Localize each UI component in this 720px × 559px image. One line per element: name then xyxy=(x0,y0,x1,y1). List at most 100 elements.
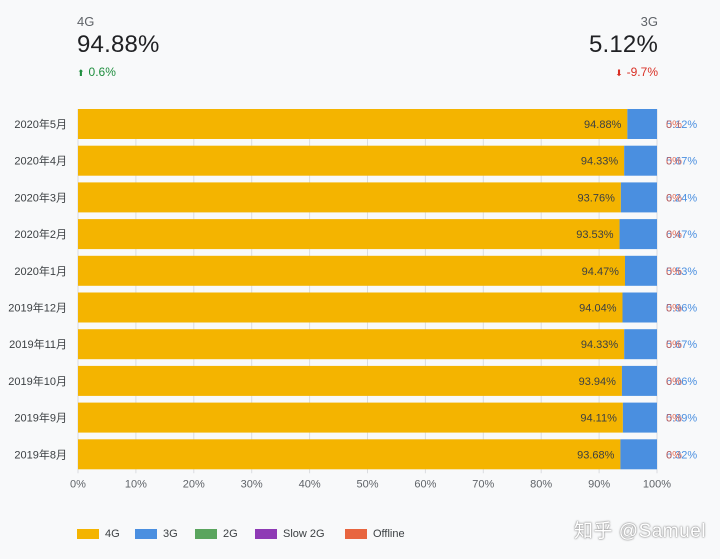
bar-segment-3g xyxy=(624,145,657,176)
x-tick-label: 40% xyxy=(299,478,321,490)
x-tick-label: 0% xyxy=(70,478,86,490)
bar-segment-4g xyxy=(78,109,628,139)
data-label-4g: 93.94% xyxy=(579,376,617,388)
data-label-3g: 5.12% xyxy=(666,119,697,131)
data-label-3g: 5.67% xyxy=(666,156,697,168)
bar-segment-4g xyxy=(78,145,625,176)
data-label-offline: 0% xyxy=(666,376,682,388)
y-category-label: 2019年12月 xyxy=(8,301,67,315)
y-category-label: 2019年11月 xyxy=(9,337,67,351)
legend-swatch xyxy=(255,529,277,539)
y-category-label: 2019年10月 xyxy=(8,374,67,388)
bar-segment-3g xyxy=(620,439,657,470)
bar-segment-4g xyxy=(78,439,621,470)
bar-segment-3g xyxy=(620,182,657,213)
bar-segment-3g xyxy=(624,329,657,360)
data-label-4g: 94.04% xyxy=(579,303,617,315)
data-label-offline: 0% xyxy=(666,229,682,241)
legend-swatch xyxy=(135,529,157,539)
legend-item-slow-2g[interactable]: Slow 2G xyxy=(255,528,345,540)
y-category-label: 2020年4月 xyxy=(14,154,67,168)
arrow-up-icon: ⬆ xyxy=(77,68,85,78)
x-tick-label: 100% xyxy=(643,478,671,490)
data-label-offline: 0% xyxy=(666,266,682,278)
bar-segment-4g xyxy=(78,329,625,360)
x-tick-label: 50% xyxy=(356,478,378,490)
summary-4g-delta: ⬆ 0.6% xyxy=(77,65,160,79)
chart-legend: 4G 3G 2G Slow 2G Offline xyxy=(77,528,415,540)
x-tick-label: 90% xyxy=(588,478,610,490)
legend-label: Slow 2G xyxy=(283,528,325,540)
arrow-down-icon: ⬇ xyxy=(615,68,623,78)
data-label-4g: 93.53% xyxy=(576,229,614,241)
bar-segment-3g xyxy=(627,109,657,139)
legend-label: 3G xyxy=(163,528,178,540)
bar-segment-3g xyxy=(622,292,657,323)
data-label-3g: 5.53% xyxy=(666,266,697,278)
legend-label: 2G xyxy=(223,528,238,540)
x-tick-label: 80% xyxy=(530,478,552,490)
summary-4g-delta-value: 0.6% xyxy=(88,65,116,79)
data-label-4g: 94.33% xyxy=(581,339,619,351)
legend-swatch xyxy=(77,529,99,539)
bar-segment-4g xyxy=(78,402,623,433)
y-category-label: 2019年8月 xyxy=(14,447,67,461)
summary-4g-label: 4G xyxy=(77,14,95,29)
bar-segment-3g xyxy=(619,219,657,250)
data-label-4g: 94.47% xyxy=(582,266,620,278)
x-tick-label: 70% xyxy=(472,478,494,490)
y-category-label: 2020年1月 xyxy=(14,264,67,278)
data-label-3g: 6.32% xyxy=(666,449,697,461)
bar-segment-3g xyxy=(624,255,657,286)
data-label-offline: 0% xyxy=(666,156,682,168)
summary-3g-label: 3G xyxy=(640,14,658,29)
summary-3g-delta-value: -9.7% xyxy=(626,65,658,79)
x-tick-label: 10% xyxy=(125,478,147,490)
data-label-4g: 93.68% xyxy=(577,449,615,461)
summary-4g: 4G 94.88% ⬆ 0.6% xyxy=(77,14,160,79)
data-label-offline: 0% xyxy=(666,449,682,461)
bar-segment-4g xyxy=(78,219,620,250)
data-label-offline: 0% xyxy=(666,303,682,315)
y-category-label: 2020年3月 xyxy=(14,190,67,204)
x-tick-label: 20% xyxy=(183,478,205,490)
data-label-3g: 6.24% xyxy=(666,192,697,204)
data-label-3g: 5.89% xyxy=(666,413,697,425)
watermark: 知乎 @Samuel xyxy=(574,521,706,542)
bar-segment-4g xyxy=(78,182,621,213)
summary-3g-delta: ⬇ -9.7% xyxy=(589,65,658,79)
data-label-offline: 0% xyxy=(666,119,682,131)
data-label-4g: 94.11% xyxy=(580,413,617,425)
y-category-label: 2020年2月 xyxy=(14,227,67,241)
legend-swatch xyxy=(195,529,217,539)
legend-swatch xyxy=(345,529,367,539)
legend-item-4g[interactable]: 4G xyxy=(77,528,135,540)
data-label-3g: 6.47% xyxy=(666,229,697,241)
data-label-4g: 93.76% xyxy=(578,192,616,204)
data-label-4g: 94.33% xyxy=(581,156,619,168)
legend-item-2g[interactable]: 2G xyxy=(195,528,255,540)
legend-item-3g[interactable]: 3G xyxy=(135,528,195,540)
legend-label: Offline xyxy=(373,528,405,540)
data-label-3g: 5.96% xyxy=(666,303,697,315)
summary-3g: 3G 5.12% ⬇ -9.7% xyxy=(589,14,658,79)
summary-4g-value: 94.88% xyxy=(77,31,160,58)
data-label-3g: 6.06% xyxy=(666,376,697,388)
data-label-offline: 0% xyxy=(666,413,682,425)
bar-segment-3g xyxy=(622,402,657,433)
bar-segment-3g xyxy=(621,365,657,396)
data-label-3g: 5.67% xyxy=(666,339,697,351)
y-category-label: 2019年9月 xyxy=(14,411,67,425)
x-tick-label: 60% xyxy=(414,478,436,490)
legend-label: 4G xyxy=(105,528,120,540)
data-label-offline: 0% xyxy=(666,192,682,204)
summary-3g-value: 5.12% xyxy=(588,31,658,58)
bar-segment-4g xyxy=(78,365,622,396)
legend-item-offline[interactable]: Offline xyxy=(345,528,415,540)
x-tick-label: 30% xyxy=(241,478,263,490)
y-category-label: 2020年5月 xyxy=(14,117,67,131)
bar-segment-4g xyxy=(78,292,623,323)
data-label-4g: 94.88% xyxy=(584,119,622,131)
bar-segment-4g xyxy=(78,255,625,286)
